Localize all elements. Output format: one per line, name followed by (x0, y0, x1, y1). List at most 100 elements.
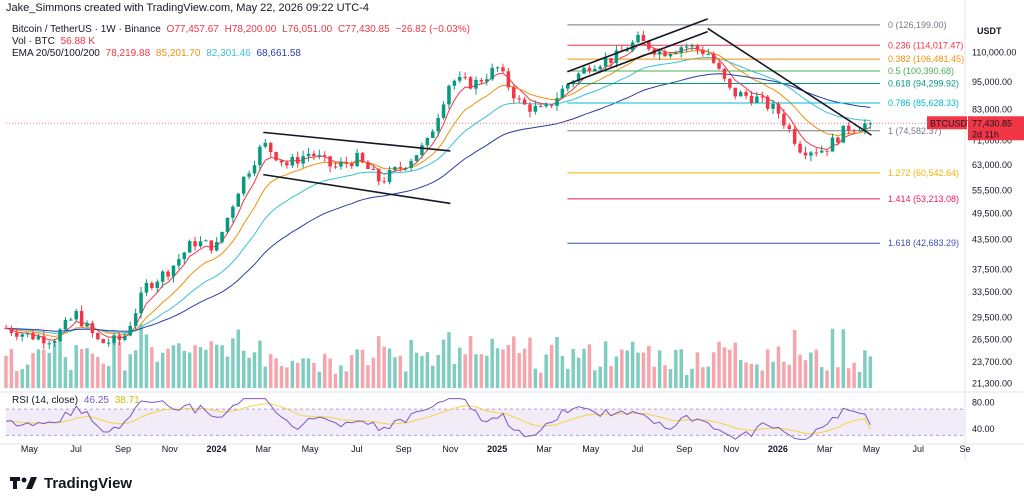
volume-bar (306, 358, 311, 388)
price-axis-tick: 43,500.00 (972, 234, 1012, 244)
price-axis-tick: 71,000.00 (972, 136, 1012, 146)
candle-body (636, 35, 640, 43)
candle-body (836, 137, 840, 143)
time-axis-label: Se (959, 444, 970, 454)
volume-bar (409, 339, 413, 388)
volume-bar (738, 360, 743, 388)
volume-bar (193, 345, 197, 388)
trendline (567, 18, 708, 73)
candle-body (495, 67, 500, 69)
candle-body (830, 137, 835, 152)
volume-bar (809, 352, 813, 388)
candle-body (25, 333, 30, 335)
candle-body (517, 98, 521, 100)
candle-body (344, 161, 349, 164)
candle-body (393, 167, 397, 170)
volume-bar (355, 349, 359, 388)
rsi-label: RSI (14, close) (12, 395, 79, 406)
volume-bar (247, 357, 251, 388)
candle-body (420, 145, 424, 156)
volume-bar (733, 342, 738, 388)
candle-body (733, 87, 738, 97)
volume-bar (301, 358, 305, 388)
candle-body (474, 79, 478, 89)
volume-bar (765, 349, 770, 388)
time-axis-label: May (302, 444, 320, 454)
candle-body (360, 152, 365, 162)
volume-bar (204, 349, 208, 388)
candle-body (452, 80, 457, 86)
candle-body (241, 176, 246, 194)
candle-body (398, 167, 403, 169)
candle-body (463, 77, 467, 79)
close-value: C77,430.85 (337, 24, 390, 35)
volume-bar (485, 355, 489, 388)
candle-body (485, 79, 489, 82)
volume-bar (382, 346, 386, 388)
volume-bar (69, 370, 73, 388)
volume-bar (447, 332, 451, 388)
time-axis-label: Jul (912, 444, 924, 454)
volume-bar (31, 353, 35, 388)
trendline (707, 27, 872, 136)
volume-bar (339, 365, 343, 388)
volume-bar (760, 370, 765, 388)
candle-body (436, 117, 440, 132)
time-axis-label: Nov (442, 444, 459, 454)
candle-body (4, 328, 8, 330)
volume-bar (420, 356, 424, 388)
volume-bar (198, 347, 203, 388)
ema200-value: 68,661.58 (256, 48, 301, 59)
candle-body (852, 130, 856, 132)
volume-value: 56.88 K (60, 36, 96, 47)
time-axis-label: Nov (723, 444, 740, 454)
candle-body (809, 152, 813, 156)
candle-body (490, 67, 494, 80)
volume-bar (717, 341, 721, 388)
volume-bar (231, 338, 235, 388)
volume-bar (328, 358, 332, 388)
candle-body (846, 125, 851, 131)
candle-body (749, 95, 754, 103)
candle-body (285, 162, 289, 166)
volume-bar (371, 357, 376, 388)
candle-body (160, 271, 165, 282)
volume-bar (63, 357, 68, 388)
candle-body (776, 103, 781, 114)
candle-body (52, 341, 57, 344)
candle-body (857, 130, 862, 132)
candle-body (15, 332, 19, 337)
volume-bar (647, 345, 651, 388)
candle-body (717, 62, 721, 69)
candle-body (9, 328, 14, 333)
candle-body (349, 163, 354, 167)
volume-bar (674, 349, 678, 388)
time-axis-label: Mar (536, 444, 552, 454)
volume-bar (441, 339, 446, 388)
candle-body (204, 240, 208, 242)
rsi-band (6, 409, 965, 436)
candle-body (544, 104, 548, 107)
candle-body (549, 104, 554, 106)
volume-bar (322, 353, 327, 388)
volume-bar (123, 370, 127, 388)
candle-body (441, 104, 446, 118)
candle-body (409, 161, 413, 168)
volume-bar (312, 363, 316, 388)
ema200-line (5, 73, 871, 332)
volume-bar (90, 353, 95, 388)
volume-bar (4, 355, 8, 388)
candle-body (425, 137, 430, 146)
volume-bar (177, 343, 181, 388)
candle-body (765, 96, 770, 109)
volume-bar (701, 367, 705, 388)
candle-body (522, 99, 527, 105)
price-axis-tick: 110,000.00 (972, 48, 1016, 58)
volume-bar (425, 352, 430, 388)
ema100-line (5, 56, 871, 334)
trendline (567, 30, 708, 85)
candle-body (782, 113, 786, 126)
volume-bar (258, 340, 262, 388)
volume-bar (506, 345, 511, 388)
